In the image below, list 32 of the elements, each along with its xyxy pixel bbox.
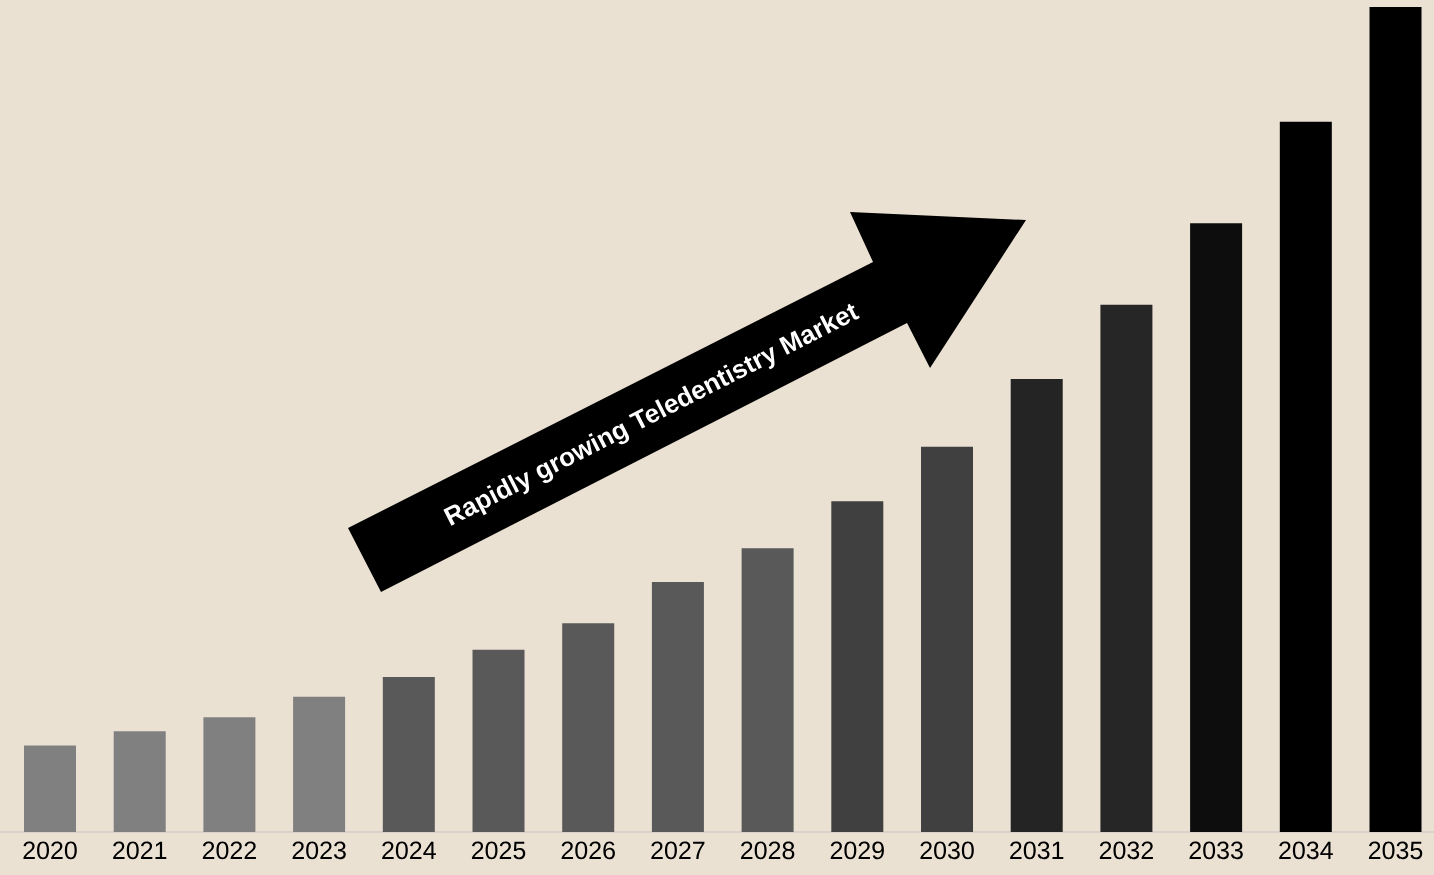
x-tick-label: 2026 bbox=[561, 841, 615, 860]
x-tick-label: 2028 bbox=[741, 841, 795, 860]
bar bbox=[562, 623, 615, 832]
x-tick-label: 2022 bbox=[202, 841, 256, 860]
x-tick-label: 2033 bbox=[1189, 841, 1243, 860]
bar bbox=[831, 501, 884, 832]
bar bbox=[651, 582, 704, 832]
bar bbox=[24, 745, 76, 832]
bar bbox=[203, 717, 256, 832]
bar bbox=[1190, 223, 1243, 832]
x-tick-label: 2035 bbox=[1368, 841, 1423, 860]
x-tick-label: 2021 bbox=[113, 841, 167, 860]
x-tick-label: 2029 bbox=[830, 841, 884, 860]
bar bbox=[921, 446, 974, 832]
bar bbox=[113, 731, 166, 832]
x-tick-label: 2034 bbox=[1279, 841, 1333, 860]
x-tick-label: 2031 bbox=[1010, 841, 1064, 860]
x-tick-label: 2024 bbox=[382, 841, 436, 860]
bar bbox=[1369, 7, 1422, 832]
x-tick-label: 2023 bbox=[292, 841, 346, 860]
bar bbox=[472, 649, 525, 832]
x-tick-label: 2032 bbox=[1099, 841, 1153, 860]
x-tick-label: 2030 bbox=[920, 841, 974, 860]
x-tick-label: 2027 bbox=[651, 841, 705, 860]
x-tick-label: 2025 bbox=[471, 841, 526, 860]
bar bbox=[382, 676, 435, 832]
bar bbox=[293, 696, 346, 832]
bar bbox=[1279, 121, 1332, 832]
bar bbox=[1010, 379, 1063, 832]
bar bbox=[1100, 304, 1153, 832]
x-tick-label: 2020 bbox=[23, 841, 77, 860]
bar bbox=[741, 548, 794, 832]
